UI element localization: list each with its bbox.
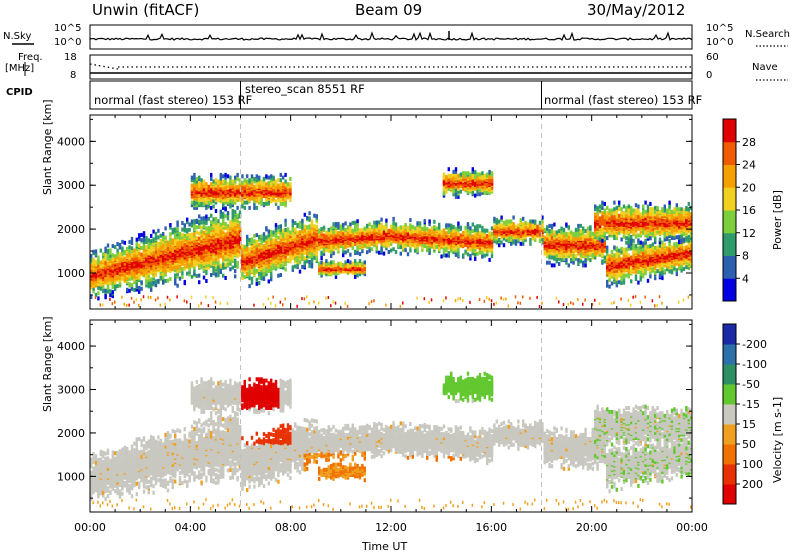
freq-panel-frame	[89, 54, 693, 80]
power-colorbar-tick-0: 4	[742, 272, 749, 285]
cpid-segment-1: normal (fast stereo) 153 RF	[94, 93, 253, 107]
xtick-label-5: 20:00	[576, 521, 608, 534]
nsky-label: N.Sky	[3, 31, 32, 42]
freq-label: Freq.	[18, 52, 43, 63]
power-ytick-label-2000: 2000	[57, 223, 85, 236]
nave-tick-top: 60	[706, 52, 719, 63]
velocity-colorbar-tick-6: -100	[742, 358, 767, 371]
xtick-label-0: 00:00	[74, 521, 106, 534]
xtick-label-4: 16:00	[475, 521, 507, 534]
velocity-colorbar-tick-0: 200	[742, 478, 763, 491]
nave-label: Nave	[752, 62, 778, 73]
power-colorbar-tick-5: 24	[742, 159, 756, 172]
noise-panel-frame	[89, 24, 693, 50]
velocity-heatmap	[90, 371, 693, 511]
velocity-colorbar-tick-2: 50	[742, 438, 756, 451]
nave-trace-start	[89, 63, 119, 70]
velocity-ytick-label-1000: 1000	[57, 470, 85, 483]
cpid-label: CPID	[6, 87, 33, 98]
velocity-colorbar-tick-5: -50	[742, 378, 760, 391]
date-label: 30/May/2012	[587, 1, 686, 19]
radar-title: Unwin (fitACF)	[92, 1, 200, 19]
power-colorbar-tick-6: 28	[742, 136, 756, 149]
cpid-segment-2: stereo_scan 8551 RF	[245, 82, 365, 96]
velocity-colorbar	[722, 323, 737, 505]
velocity-colorbar-tick-1: 100	[742, 458, 763, 471]
xtick-label-6: 00:00	[676, 521, 708, 534]
power-heatmap	[90, 167, 693, 308]
velocity-colorbar-tick-3: 15	[742, 418, 756, 431]
velocity-ytick-label-4000: 4000	[57, 340, 85, 353]
nsearch-tick-bottom: 10^0	[706, 37, 734, 48]
velocity-colorbar-tick-7: -200	[742, 338, 767, 351]
freq-tick-top: 18	[64, 52, 77, 63]
power-colorbar-tick-2: 12	[742, 227, 756, 240]
noise-sky-trace	[89, 31, 693, 41]
velocity-ytick-label-2000: 2000	[57, 427, 85, 440]
power-ytick-label-4000: 4000	[57, 135, 85, 148]
xtick-label-3: 12:00	[375, 521, 407, 534]
velocity-colorbar-tick-4: -15	[742, 398, 760, 411]
cpid-frame	[89, 80, 693, 110]
nave-tick-bottom: 0	[706, 70, 713, 81]
nsearch-tick-top: 10^5	[706, 23, 734, 34]
mhz-label: [MHz]	[5, 63, 35, 74]
power-colorbar-tick-4: 20	[742, 181, 756, 194]
power-colorbar	[722, 118, 737, 302]
xaxis-label: Time UT	[362, 540, 408, 553]
beam-label: Beam 09	[355, 1, 423, 19]
nsearch-label: N.Search	[745, 29, 791, 40]
power-ytick-label-3000: 3000	[57, 179, 85, 192]
freq-tick-bottom: 8	[70, 70, 77, 81]
nsky-tick-top: 10^5	[54, 23, 82, 34]
nsky-tick-bottom: 10^0	[54, 37, 82, 48]
xtick-label-1: 04:00	[174, 521, 206, 534]
power-ytick-label-1000: 1000	[57, 267, 85, 280]
power-colorbar-tick-1: 8	[742, 250, 749, 263]
cpid-segment-3: normal (fast stereo) 153 RF	[544, 93, 703, 107]
xtick-label-2: 08:00	[275, 521, 307, 534]
power-colorbar-tick-3: 16	[742, 204, 756, 217]
velocity-ytick-label-3000: 3000	[57, 384, 85, 397]
